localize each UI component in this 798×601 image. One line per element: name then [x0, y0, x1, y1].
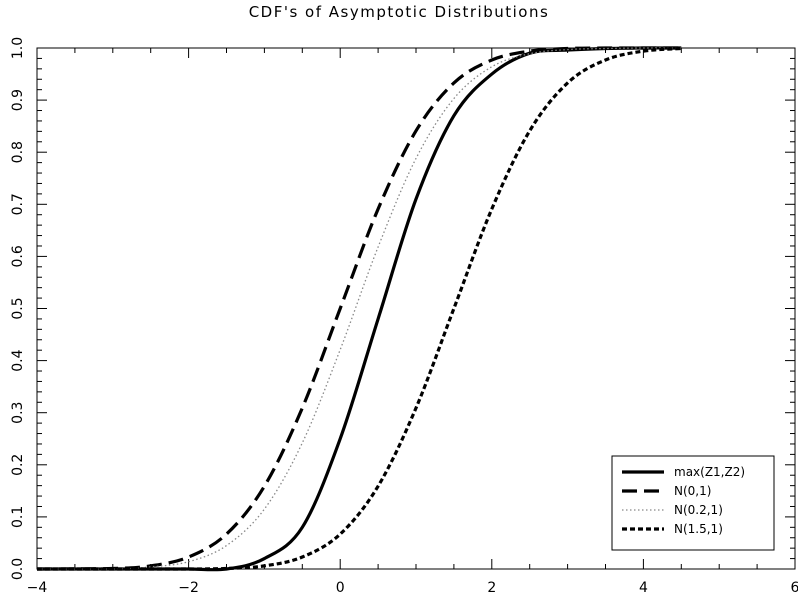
chart-title: CDF's of Asymptotic Distributions: [249, 3, 550, 21]
y-tick-label: 0.6: [10, 245, 26, 267]
legend-label-3: N(0.2,1): [674, 503, 723, 517]
legend-label-1: max(Z1,Z2): [674, 465, 745, 479]
y-tick-label: 1.0: [10, 37, 26, 59]
series-line-1: [37, 46, 682, 572]
legend-label-2: N(0,1): [674, 484, 711, 498]
y-tick-label: 0.7: [10, 193, 26, 215]
x-tick-label: 2: [487, 580, 496, 596]
y-tick-label: 0.5: [10, 297, 26, 319]
y-tick-label: 0.1: [10, 506, 26, 528]
y-tick-label: 0.4: [10, 349, 26, 371]
y-tick-label: 0.2: [10, 454, 26, 476]
x-tick-label: 0: [336, 580, 345, 596]
x-tick-label: −4: [27, 580, 48, 596]
y-tick-label: 0.0: [10, 558, 26, 580]
x-tick-label: 6: [791, 580, 798, 596]
series-line-3: [36, 47, 682, 570]
series-line-4: [37, 46, 682, 571]
y-tick-label: 0.9: [10, 89, 26, 111]
legend-label-4: N(1.5,1): [674, 522, 723, 536]
x-tick-label: 4: [639, 580, 648, 596]
y-tick-label: 0.3: [10, 402, 26, 424]
plot-area: −4 −2 0 2 4 6 0.0 0.1 0.2 0.3 0.4 0.5 0.6 0.7 0.8 0.9 1.…: [10, 37, 798, 596]
x-tick-label: −2: [178, 580, 199, 596]
y-tick-label: 0.8: [10, 141, 26, 163]
series-line-2: [36, 46, 682, 571]
